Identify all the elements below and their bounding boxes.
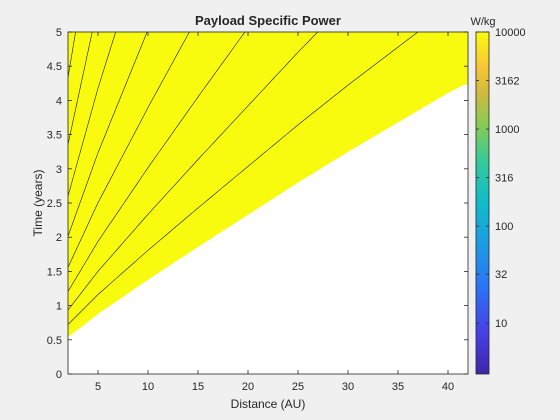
colorbar-tick-label-2: 100 — [495, 221, 513, 233]
x-tick-label-4: 25 — [292, 381, 304, 393]
colorbar-label: W/kg — [470, 16, 495, 28]
x-tick-label-0: 5 — [95, 381, 101, 393]
x-ticks: 5 10 15 20 25 30 35 40 — [95, 32, 454, 393]
y-tick-label-10: 5 — [56, 27, 62, 39]
contour-line-13 — [68, 32, 419, 325]
y-tick-label-9: 4.5 — [47, 61, 62, 73]
y-tick-label-1: 0.5 — [47, 335, 62, 347]
colorbar-tick-label-4: 1000 — [495, 124, 519, 136]
contour-line-11 — [68, 32, 246, 292]
y-tick-label-6: 3 — [56, 164, 62, 176]
contour-lines — [68, 32, 468, 374]
y-tick-label-7: 3.5 — [47, 130, 62, 142]
y-tick-label-4: 2 — [56, 232, 62, 244]
colorbar-tick-label-5: 3162 — [495, 76, 519, 88]
x-tick-label-2: 15 — [192, 381, 204, 393]
colorbar-ticks: 10 32 100 316 1000 3162 10000 — [476, 27, 526, 330]
y-tick-label-2: 1 — [56, 301, 62, 313]
colorbar-tick-label-1: 32 — [495, 269, 507, 281]
x-tick-label-7: 40 — [442, 381, 454, 393]
x-tick-label-3: 20 — [242, 381, 254, 393]
y-ticks: 0 0.5 1 1.5 2 2.5 3 3.5 4 4.5 5 — [47, 27, 468, 381]
x-tick-label-1: 10 — [142, 381, 154, 393]
contour-line-9 — [68, 32, 148, 237]
y-tick-label-8: 4 — [56, 95, 62, 107]
y-tick-label-5: 2.5 — [47, 198, 62, 210]
y-axis-label: Time (years) — [31, 170, 45, 237]
colorbar-tick-label-3: 316 — [495, 173, 513, 185]
y-tick-label-0: 0 — [56, 369, 62, 381]
boundary-line — [68, 82, 468, 337]
y-tick-label-3: 1.5 — [47, 266, 62, 278]
chart-title: Payload Specific Power — [195, 13, 341, 28]
contour-bands — [68, 32, 468, 336]
contour-line-12 — [68, 32, 319, 311]
infeasible-region — [68, 83, 468, 374]
colorbar — [475, 31, 490, 375]
x-tick-label-6: 35 — [392, 381, 404, 393]
colorbar-tick-label-0: 10 — [495, 318, 507, 330]
x-tick-label-5: 30 — [342, 381, 354, 393]
colorbar-tick-label-6: 10000 — [495, 27, 526, 39]
contour-band-15 — [68, 32, 468, 336]
contour-line-10 — [68, 32, 190, 268]
x-axis-label: Distance (AU) — [231, 397, 306, 411]
